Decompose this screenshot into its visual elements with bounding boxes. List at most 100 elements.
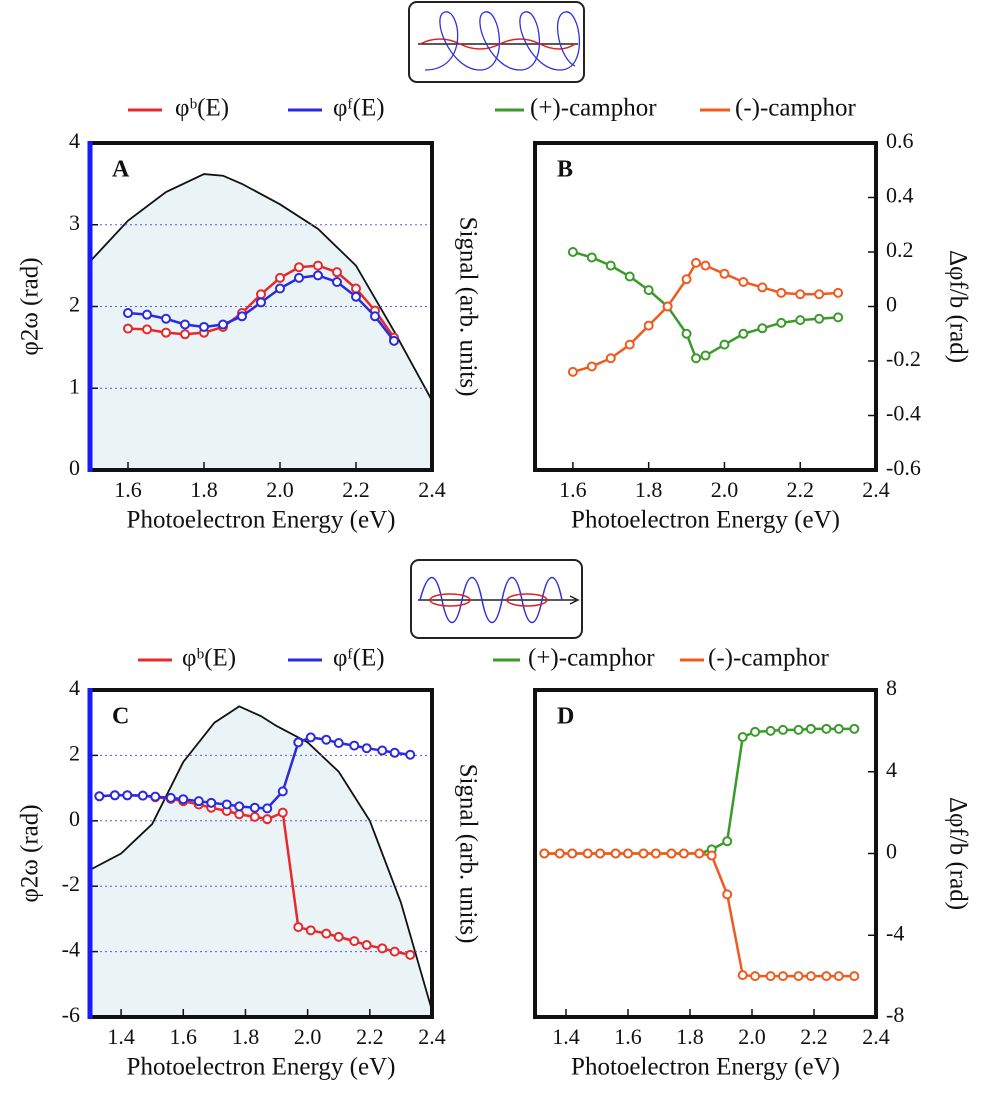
data-point	[109, 790, 120, 801]
plot-area	[90, 143, 432, 470]
data-point	[122, 790, 133, 801]
y-tick-label: 0.6	[886, 128, 914, 153]
x-tick-label: 1.4	[552, 1024, 580, 1049]
data-point	[277, 786, 288, 797]
data-point	[795, 289, 806, 300]
data-point	[821, 971, 832, 982]
data-point	[662, 301, 673, 312]
y-axis-label: Δφf/b (rad)	[944, 797, 971, 910]
data-point	[161, 313, 171, 324]
data-point	[833, 723, 844, 734]
data-point	[294, 272, 304, 283]
data-point	[650, 848, 661, 859]
x-tick-label: 2.4	[862, 477, 890, 502]
y2-axis-label: Signal (arb. units)	[454, 217, 481, 397]
data-point	[719, 268, 730, 279]
y-tick-label: 8	[886, 675, 897, 700]
data-point	[776, 317, 787, 328]
data-point	[605, 353, 616, 364]
legend-label: φᶠ(E)	[333, 95, 385, 122]
plot-background	[535, 143, 876, 470]
data-point	[706, 850, 717, 861]
y-tick-label: -6	[62, 1002, 80, 1027]
data-point	[750, 971, 761, 982]
signal-line	[90, 173, 432, 401]
x-axis-label: Photoelectron Energy (eV)	[127, 507, 396, 534]
data-point	[643, 320, 654, 331]
legend-label: (-)-camphor	[708, 645, 829, 672]
data-point	[623, 848, 633, 859]
data-point	[150, 791, 161, 802]
signal-area	[90, 174, 432, 470]
x-tick-label: 1.6	[559, 477, 587, 502]
data-point	[193, 796, 204, 807]
data-point	[123, 308, 133, 319]
data-point	[814, 313, 825, 324]
y-axis-label: Δφf/b (rad)	[944, 250, 971, 363]
data-point	[610, 848, 621, 859]
x-tick-label: 1.8	[635, 477, 663, 502]
data-point	[256, 297, 266, 308]
data-point	[142, 324, 152, 335]
data-point	[313, 270, 323, 281]
data-point	[165, 792, 176, 803]
data-point	[305, 732, 316, 743]
y-tick-label: -8	[886, 1002, 904, 1027]
data-point	[776, 287, 787, 298]
data-point	[305, 925, 316, 936]
data-point	[691, 353, 702, 364]
data-point	[313, 260, 323, 271]
y-tick-label: 2	[69, 292, 80, 317]
data-point	[275, 283, 285, 294]
y-tick-label: -4	[886, 920, 904, 945]
legend-label: φᵇ(E)	[175, 95, 229, 122]
data-point	[738, 328, 749, 339]
panel: -8 -4 0 4 8 1.4 1.6 1.8 2.0 2.2 2.4 (+)-camphor (-)-…	[493, 645, 971, 1081]
data-point	[757, 323, 768, 334]
data-point	[389, 946, 400, 957]
data-point	[750, 726, 761, 737]
y-tick-label: 4	[886, 757, 897, 782]
y-tick-label: -0.4	[886, 401, 921, 426]
data-point	[765, 725, 776, 736]
data-point	[377, 943, 388, 954]
data-point	[405, 949, 416, 960]
data-point	[737, 970, 748, 981]
plot-area	[535, 143, 876, 470]
data-point	[778, 724, 788, 735]
data-point	[234, 801, 245, 812]
plot-frame	[533, 688, 878, 1019]
data-point	[814, 289, 825, 300]
data-point	[351, 291, 361, 302]
data-point	[821, 723, 832, 734]
data-point	[94, 791, 105, 802]
data-point	[333, 931, 344, 942]
data-point	[256, 289, 266, 300]
x-tick-label: 2.4	[862, 1024, 890, 1049]
data-point	[605, 260, 616, 271]
data-point	[849, 971, 860, 982]
y-tick-label: 0	[69, 806, 80, 831]
y-tick-label: 4	[69, 128, 80, 153]
data-point	[123, 323, 133, 334]
data-point	[849, 723, 860, 734]
data-point	[765, 971, 776, 982]
y2-axis-label: Signal (arb. units)	[454, 764, 481, 944]
data-point	[275, 272, 285, 283]
data-point	[321, 928, 332, 939]
data-point	[237, 311, 247, 322]
data-point	[180, 319, 190, 330]
data-point	[351, 283, 361, 294]
data-point	[805, 723, 816, 734]
data-point	[321, 734, 332, 745]
data-point	[666, 848, 677, 859]
y-tick-label: -0.6	[886, 455, 921, 480]
data-point	[349, 740, 360, 751]
data-point	[277, 807, 288, 818]
data-point	[567, 247, 578, 257]
panel: -6 -4 -2 0 2 4 1.4 1.6 1.8 2.0 2.2 2.4 φᵇ(E) φᶠ(E) C Ph…	[17, 645, 482, 1081]
data-point	[700, 350, 711, 361]
data-point	[738, 276, 749, 287]
y-tick-label: 2	[69, 740, 80, 765]
data-point	[805, 971, 816, 982]
